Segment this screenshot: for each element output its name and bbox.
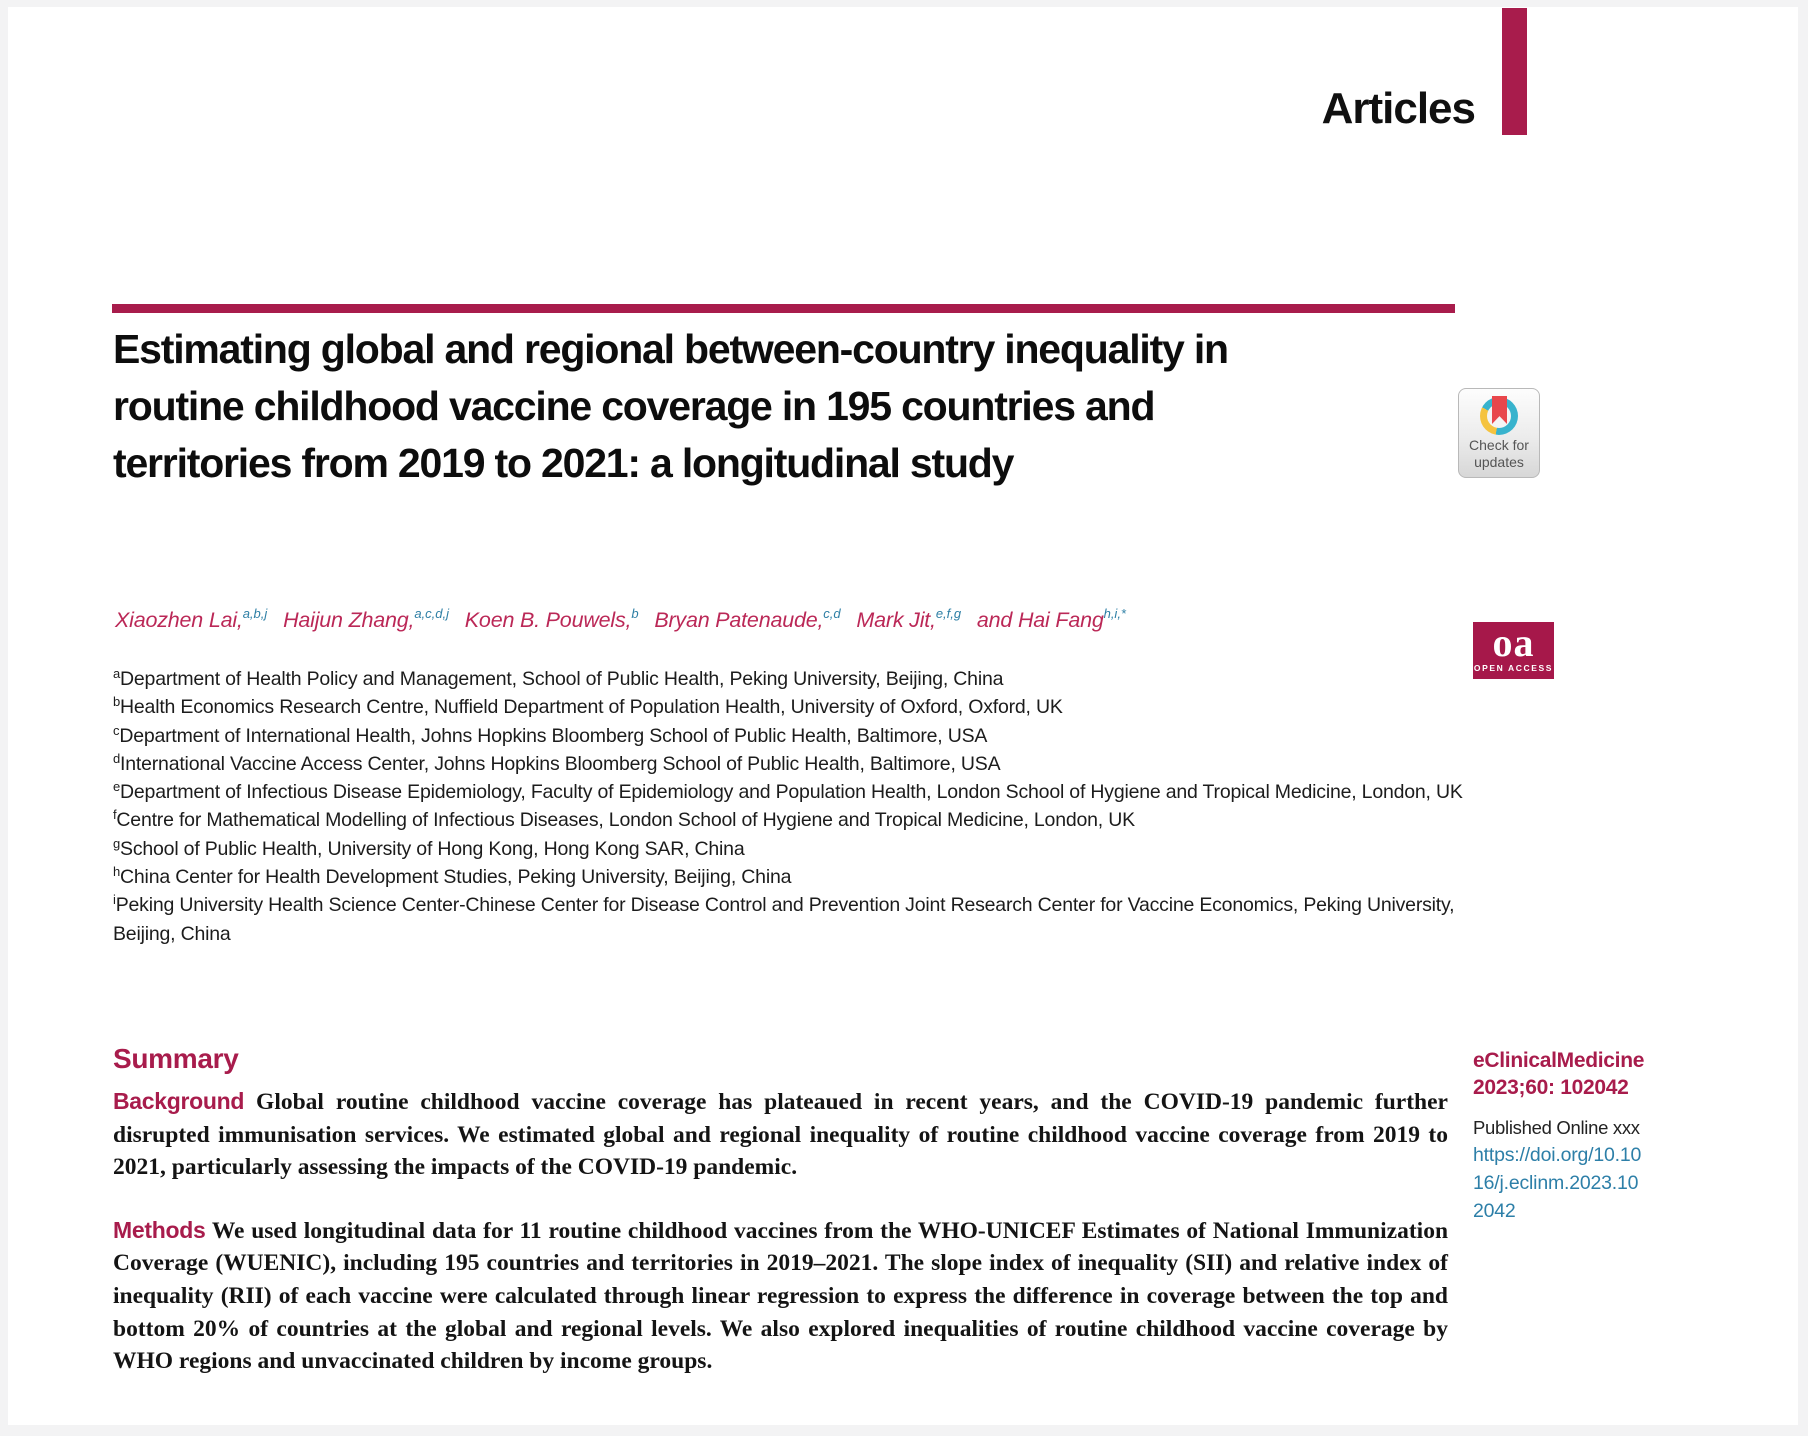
- affiliation-item: gSchool of Public Health, University of …: [113, 835, 745, 860]
- section-title: Articles: [1321, 84, 1476, 133]
- author-name: Koen B. Pouwels,: [464, 608, 632, 632]
- summary-paragraph-background: Background Global routine childhood vacc…: [113, 1085, 1448, 1184]
- bookmark-icon: [1492, 396, 1507, 424]
- published-online: Published Online xxx: [1473, 1117, 1640, 1138]
- summary-section: Summary Background Global routine childh…: [113, 1043, 1448, 1378]
- paragraph-label: Methods: [113, 1216, 206, 1243]
- author-affil-sup: a,c,d,j: [414, 606, 450, 621]
- section-color-bar: [1502, 8, 1527, 135]
- paragraph-text: We used longitudinal data for 11 routine…: [113, 1217, 1449, 1375]
- summary-heading: Summary: [113, 1043, 239, 1074]
- author-name: and Hai Fang: [976, 608, 1104, 632]
- open-access-logo: oa OPEN ACCESS: [1473, 622, 1554, 679]
- paragraph-text: Global routine childhood vaccine coverag…: [113, 1089, 1448, 1181]
- header-rule: [112, 304, 1455, 313]
- journal-name: eClinicalMedicine: [1473, 1049, 1645, 1072]
- check-for-updates-label: Check for updates: [1469, 437, 1529, 470]
- author-name: Xiaozhen Lai,: [115, 608, 243, 632]
- article-title: Estimating global and regional between-c…: [113, 321, 1473, 492]
- oa-label: OPEN ACCESS: [1473, 663, 1554, 673]
- author-affil-sup: h,i,*: [1103, 606, 1126, 621]
- article-title-line1: Estimating global and regional between-c…: [113, 326, 1229, 372]
- affiliation-item: dInternational Vaccine Access Center, Jo…: [113, 750, 1001, 775]
- affiliation-item: cDepartment of International Health, Joh…: [113, 722, 988, 747]
- summary-paragraph-methods: Methods We used longitudinal data for 11…: [113, 1214, 1448, 1378]
- affiliation-list: aDepartment of Health Policy and Managem…: [113, 665, 1463, 948]
- check-for-updates-badge[interactable]: Check for updates: [1458, 388, 1540, 478]
- author-affil-sup: a,b,j: [242, 606, 268, 621]
- article-title-line3: territories from 2019 to 2021: a longitu…: [113, 440, 1014, 486]
- author-name: Bryan Patenaude,: [654, 608, 824, 632]
- author-list: Xiaozhen Lai,a,b,j Haijun Zhang,a,c,d,j …: [115, 606, 1475, 633]
- article-page: Articles Estimating global and regional …: [8, 7, 1798, 1425]
- paragraph-label: Background: [113, 1088, 245, 1114]
- oa-abbr: oa: [1492, 620, 1535, 665]
- author-name: Mark Jit,: [856, 608, 936, 632]
- journal-citation: 2023;60: 102042: [1473, 1076, 1629, 1099]
- doi-link[interactable]: https://doi.org/10.1016/j.eclinm.2023.10…: [1473, 1144, 1642, 1222]
- affiliation-item: fCentre for Mathematical Modelling of In…: [113, 807, 1135, 832]
- affiliation-item: iPeking University Health Science Center…: [113, 892, 1455, 945]
- affiliation-item: bHealth Economics Research Centre, Nuffi…: [113, 694, 1063, 719]
- article-title-line2: routine childhood vaccine coverage in 19…: [113, 383, 1156, 429]
- publication-info: eClinicalMedicine 2023;60: 102042 Publis…: [1473, 1047, 1651, 1225]
- author-affil-sup: c,d: [823, 606, 841, 621]
- author-affil-sup: b: [631, 606, 639, 621]
- affiliation-item: hChina Center for Health Development Stu…: [113, 864, 792, 889]
- author-affil-sup: e,f,g: [935, 606, 962, 621]
- affiliation-item: eDepartment of Infectious Disease Epidem…: [113, 779, 1463, 804]
- affiliation-item: aDepartment of Health Policy and Managem…: [113, 666, 1004, 690]
- author-name: Haijun Zhang,: [283, 608, 415, 632]
